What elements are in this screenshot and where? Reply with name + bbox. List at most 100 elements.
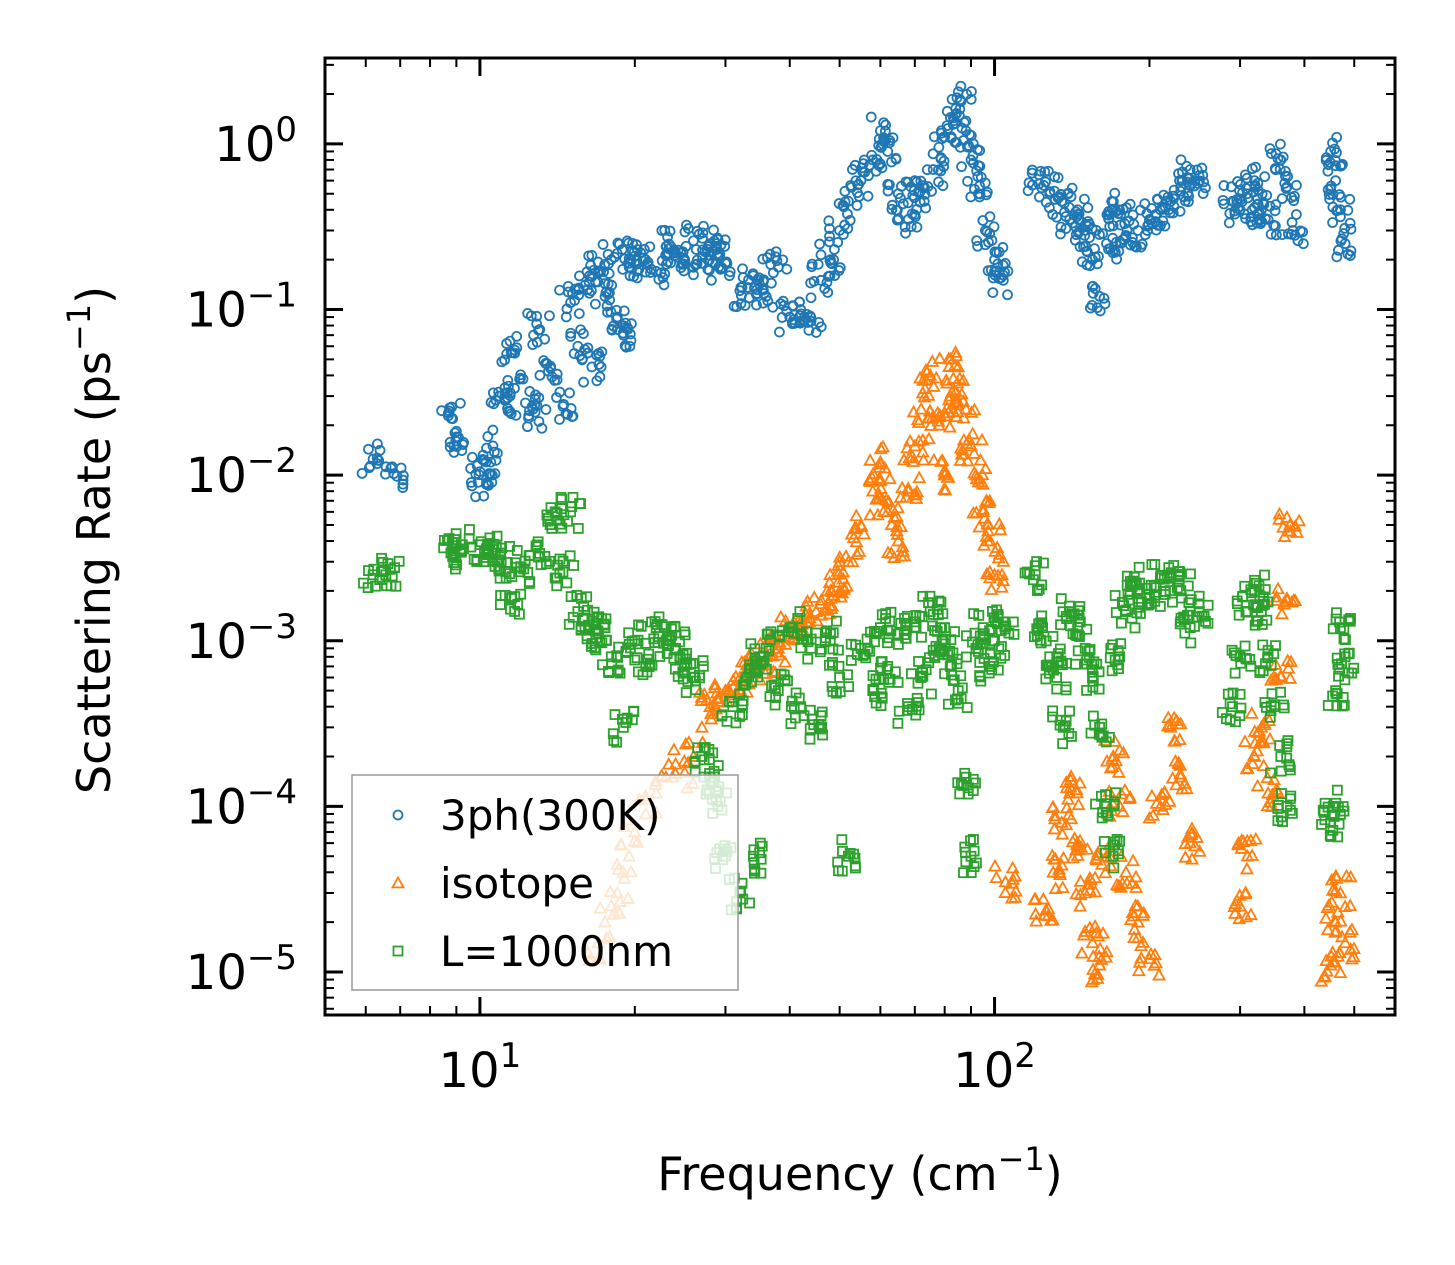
data-point-cloud	[875, 662, 886, 674]
data-point-cloud	[941, 392, 956, 406]
data-point-cloud	[1333, 913, 1348, 927]
data-point-cloud	[1173, 570, 1185, 582]
data-point-cloud	[1228, 906, 1243, 919]
data-point-cloud	[380, 461, 392, 473]
data-point-cloud	[1250, 778, 1265, 792]
data-point-cloud	[642, 653, 654, 665]
data-point-cloud	[1189, 830, 1205, 843]
data-point-cloud	[981, 517, 996, 530]
data-point-cloud	[837, 845, 848, 857]
data-point-cloud	[768, 679, 780, 691]
data-point-cloud	[1227, 899, 1242, 913]
data-point-cloud	[941, 405, 956, 419]
data-point-cloud	[876, 692, 888, 704]
data-point-cloud	[397, 482, 409, 493]
data-point-cloud	[1327, 623, 1339, 635]
data-point-cloud	[927, 148, 939, 160]
data-point-cloud	[551, 374, 563, 386]
data-point-cloud	[597, 659, 608, 671]
data-point-cloud	[368, 563, 380, 575]
data-point-cloud	[1270, 148, 1282, 160]
data-point-cloud	[996, 573, 1011, 587]
data-point-cloud	[454, 397, 466, 409]
data-point-cloud	[1142, 810, 1157, 824]
data-point-cloud	[1196, 162, 1208, 174]
data-point-cloud	[643, 661, 655, 673]
data-point-cloud	[663, 631, 675, 643]
data-point-cloud	[1052, 862, 1067, 875]
data-point-cloud	[572, 522, 584, 534]
data-point-cloud	[961, 432, 977, 445]
data-point-cloud	[1223, 217, 1235, 229]
data-point-cloud	[968, 861, 980, 872]
data-point-cloud	[681, 647, 692, 659]
data-point-cloud	[953, 453, 968, 466]
data-point-cloud	[689, 755, 701, 767]
data-point-cloud	[694, 690, 709, 703]
data-point-cloud	[1343, 898, 1358, 912]
data-point-cloud	[1117, 783, 1132, 796]
data-point-cloud	[1262, 731, 1277, 745]
data-point-cloud	[1088, 656, 1100, 668]
data-point-cloud	[1069, 837, 1085, 851]
data-point-cloud	[1035, 617, 1047, 629]
data-point-cloud	[1266, 688, 1278, 700]
data-point-cloud	[821, 277, 833, 288]
data-point-cloud	[925, 354, 940, 367]
data-point-cloud	[772, 647, 787, 661]
data-point	[918, 195, 930, 207]
data-point-cloud	[1039, 166, 1051, 178]
data-point-cloud	[1234, 710, 1246, 721]
data-point-cloud	[1112, 645, 1124, 657]
data-point-cloud	[1251, 577, 1262, 589]
data-point-cloud	[986, 664, 998, 675]
data-point-cloud	[757, 253, 769, 265]
data-point-cloud	[566, 501, 578, 513]
data-point-cloud	[873, 673, 885, 685]
data-point-cloud	[947, 647, 959, 659]
data-point	[873, 454, 888, 468]
data-point-cloud	[712, 760, 724, 771]
data-point-cloud	[773, 609, 788, 623]
data-point-cloud	[960, 453, 975, 467]
data-point-cloud	[1259, 697, 1271, 708]
data-point-cloud	[1090, 798, 1101, 810]
data-point-cloud	[1047, 711, 1058, 723]
data-point-cloud	[658, 621, 670, 633]
data-point-cloud	[1029, 631, 1040, 643]
data-point-cloud	[1288, 519, 1303, 532]
data-point-cloud	[861, 633, 873, 645]
data-point-cloud	[839, 196, 851, 208]
data-point-cloud	[871, 625, 883, 637]
data-point-cloud	[1185, 637, 1197, 649]
data-point-cloud	[471, 555, 483, 566]
data-point-cloud	[540, 404, 552, 415]
data-point-cloud	[823, 215, 835, 227]
data-point-cloud	[1133, 561, 1145, 573]
data-point-cloud	[659, 224, 671, 236]
data-point-cloud	[1171, 755, 1186, 769]
data-point-cloud	[974, 670, 986, 681]
data-point-cloud	[768, 665, 783, 679]
data-point-cloud	[794, 606, 806, 617]
data-point-cloud	[1115, 617, 1127, 629]
data-point-cloud	[1063, 201, 1075, 213]
data-point-cloud	[842, 223, 854, 234]
data-point-cloud	[777, 654, 793, 668]
data-point-cloud	[1134, 950, 1149, 964]
data-point-cloud	[1274, 138, 1286, 150]
data-point-cloud	[1184, 180, 1196, 192]
data-point-cloud	[1059, 800, 1074, 814]
data-point-cloud	[1076, 256, 1088, 268]
data-point-cloud	[774, 631, 786, 643]
legend-marker-2	[392, 945, 404, 957]
data-point-cloud	[1134, 608, 1146, 619]
series-2	[358, 491, 1360, 916]
data-point-cloud	[1068, 608, 1080, 620]
data-point-cloud	[942, 123, 954, 134]
data-point-cloud	[964, 405, 979, 418]
data-point	[694, 719, 709, 733]
data-point-cloud	[1289, 190, 1300, 202]
data-point-cloud	[838, 548, 854, 562]
